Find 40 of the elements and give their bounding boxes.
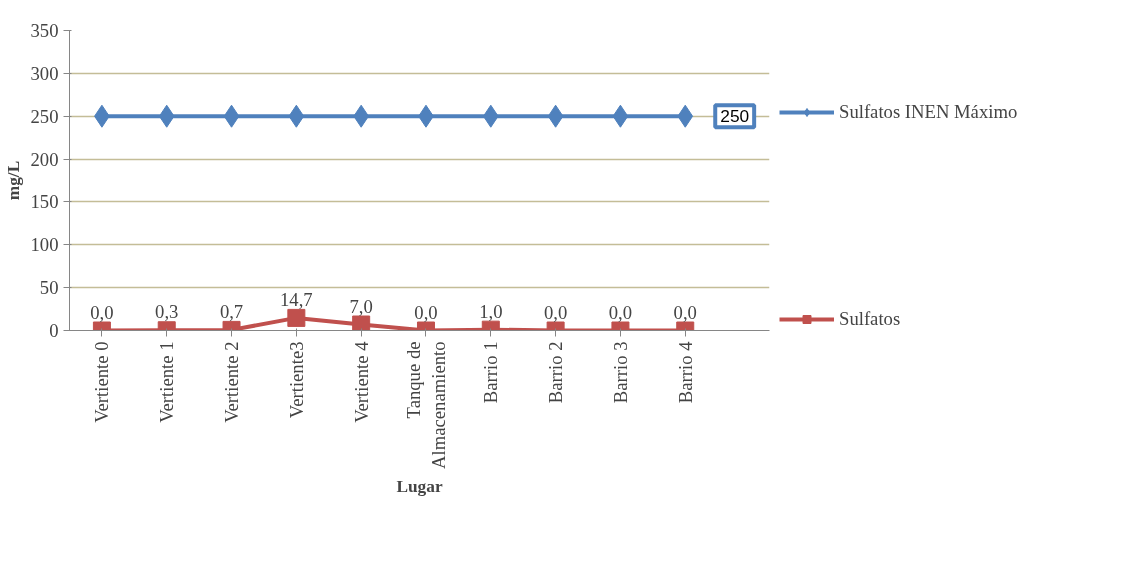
data-label: 1,0	[479, 300, 503, 322]
y-tick-label: 100	[30, 234, 59, 256]
y-tick-label: 350	[30, 20, 59, 41]
data-label: 0,7	[219, 300, 244, 322]
x-tick-label: Barrio 4	[674, 340, 696, 404]
legend-label: Sulfatos	[839, 308, 901, 330]
legend-label: Sulfatos INEN Máximo	[839, 101, 1018, 123]
y-tick-label: 300	[30, 62, 59, 84]
x-tick-label: Barrio 1	[480, 341, 502, 404]
x-tick-label: Tanque de Almacenamiento	[402, 341, 450, 469]
y-axis-title: mg/L	[3, 160, 23, 201]
y-tick-label: 200	[30, 148, 59, 170]
y-tick-label: 250	[30, 105, 59, 127]
data-label: 0,0	[90, 301, 114, 323]
x-tick-label: Vertiente 2	[221, 341, 243, 423]
x-tick-label: Vertiente3	[285, 341, 307, 419]
data-label: 7,0	[349, 295, 373, 317]
data-label: 0,0	[543, 301, 568, 323]
point	[482, 104, 499, 128]
point	[288, 104, 305, 128]
point	[223, 104, 240, 128]
data-label: 0,0	[608, 301, 633, 323]
x-tick-label: Barrio 3	[609, 341, 631, 404]
point	[158, 104, 175, 128]
x-tick-label: Barrio 2	[545, 341, 567, 404]
y-tick-label: 50	[39, 277, 59, 299]
point	[612, 104, 629, 128]
data-label: 0,3	[155, 301, 179, 323]
x-axis-title: Lugar	[396, 476, 443, 496]
data-label: 250	[720, 106, 750, 127]
data-label: 0,0	[673, 301, 697, 323]
point	[677, 104, 694, 128]
point	[547, 104, 564, 128]
y-tick-label: 150	[30, 191, 59, 213]
x-tick-label: Vertiente 1	[156, 341, 178, 423]
x-tick-label: Vertiente 0	[91, 341, 113, 423]
x-tick-label: Vertiente 4	[350, 340, 372, 423]
y-tick-label: 0	[49, 320, 59, 341]
data-label: 0,0	[414, 301, 438, 323]
data-label: 14,7	[280, 288, 313, 310]
